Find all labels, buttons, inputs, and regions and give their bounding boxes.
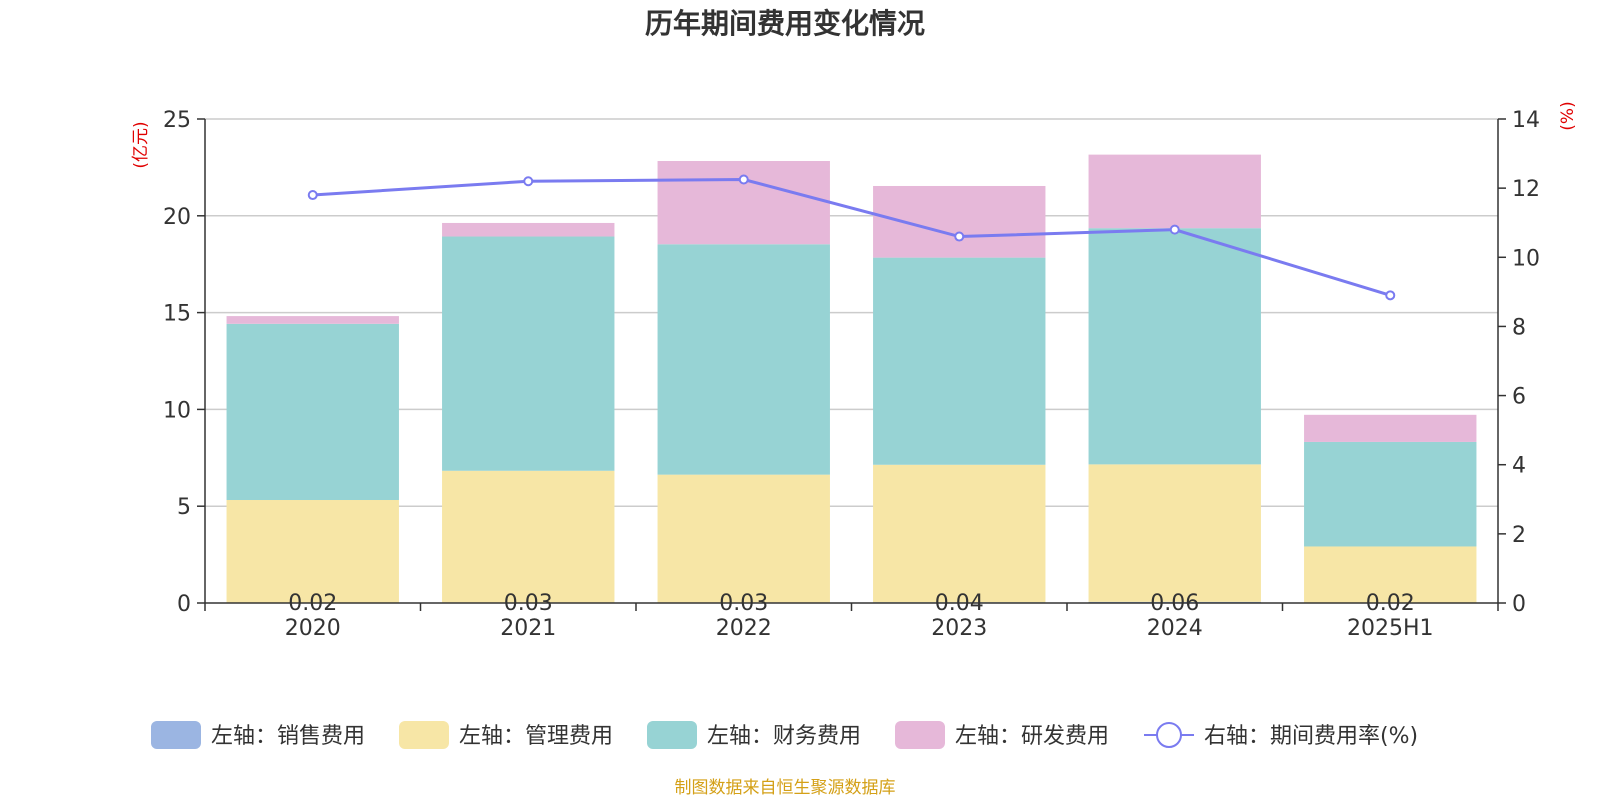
legend-swatch (895, 721, 945, 749)
legend-marker-icon (1156, 722, 1182, 748)
left-tick-label: 20 (163, 205, 191, 230)
rate-line (312, 177, 1391, 297)
bar-segment (1304, 414, 1477, 442)
right-tick-label: 0 (1512, 592, 1526, 617)
legend-swatch (647, 721, 697, 749)
bar-segment (657, 474, 830, 603)
legend-label: 左轴：管理费用 (459, 724, 613, 749)
bar-segment (657, 244, 830, 475)
x-tick-label: 2023 (931, 616, 987, 641)
left-tick-label: 10 (163, 398, 191, 423)
bar-segment (1088, 228, 1261, 465)
right-axis-unit: (%) (1558, 101, 1578, 130)
bar-segment (226, 323, 399, 501)
legend-swatch (151, 721, 201, 749)
bar-segment (873, 257, 1046, 465)
rate-point (738, 174, 749, 185)
left-tick-label: 15 (163, 302, 191, 327)
legend: 左轴：销售费用 左轴：管理费用 左轴：财务费用 左轴：研发费用 右轴：期间费用率(%) (151, 721, 1418, 749)
x-tick-label: 2025H1 (1347, 616, 1434, 641)
bar-segment (873, 464, 1046, 603)
legend-label: 左轴：财务费用 (707, 724, 861, 749)
gridlines (205, 118, 1498, 507)
bar-segment (1304, 546, 1477, 603)
right-tick-label: 14 (1512, 108, 1540, 133)
left-axis-unit: (亿元) (131, 121, 151, 168)
legend-label: 左轴：销售费用 (211, 724, 365, 749)
bar-segment (1088, 154, 1261, 229)
right-tick-label: 2 (1512, 523, 1526, 548)
legend-label: 左轴：研发费用 (955, 724, 1109, 749)
bar-segment (442, 222, 615, 237)
rate-point (1385, 290, 1396, 301)
bars-group (226, 154, 1477, 603)
rate-point (1169, 224, 1180, 235)
left-tick-label: 5 (177, 495, 191, 520)
bar-segment (442, 236, 615, 471)
right-tick-label: 10 (1512, 246, 1540, 271)
chart-title: 历年期间费用变化情况 (645, 7, 925, 40)
right-tick-label: 12 (1512, 177, 1540, 202)
x-tick-label: 2020 (285, 616, 341, 641)
right-tick-label: 4 (1512, 454, 1526, 479)
rate-line-group (307, 174, 1396, 301)
source-note: 制图数据来自恒生聚源数据库 (675, 778, 896, 798)
bar-segment (226, 500, 399, 603)
right-tick-label: 6 (1512, 385, 1526, 410)
right-tick-label: 8 (1512, 315, 1526, 340)
rate-point (954, 231, 965, 242)
bar-segment (226, 316, 399, 324)
bar-segment (657, 161, 830, 245)
x-tick-label: 2024 (1147, 616, 1203, 641)
x-tick-label: 2022 (716, 616, 772, 641)
legend-swatch (399, 721, 449, 749)
axes-group: 0 5 10 15 20 25 0 2 4 6 8 10 12 14 2020 2021 2022 2023 202… (163, 108, 1540, 641)
x-tick-label: 2021 (500, 616, 556, 641)
rate-point (523, 176, 534, 187)
legend-label: 右轴：期间费用率(%) (1204, 724, 1418, 749)
rate-point (307, 190, 318, 201)
bar-segment (1088, 464, 1261, 602)
bar-segment (442, 470, 615, 603)
left-tick-label: 0 (177, 592, 191, 617)
bar-segment (1304, 441, 1477, 547)
left-tick-label: 25 (163, 108, 191, 133)
